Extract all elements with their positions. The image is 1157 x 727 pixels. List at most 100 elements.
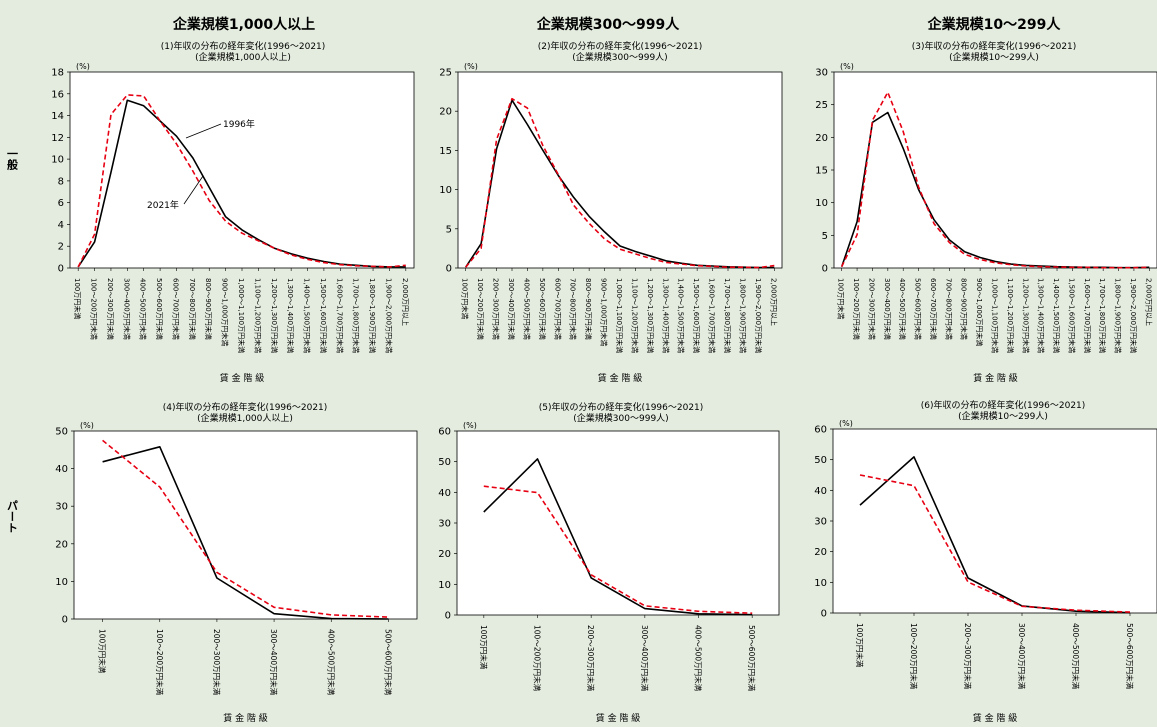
plot-area [73, 430, 418, 620]
y-tick-label: 60 [438, 427, 451, 438]
x-tick-label: 1,100～1,200万円未満 [253, 278, 262, 353]
x-tick-label: 1,200～1,300万円未満 [270, 278, 279, 353]
chart-panel-1: (1)年収の分布の経年変化(1996～2021)(企業規模1,000人以上) (%… [51, 40, 415, 384]
y-unit-label: (%) [464, 62, 478, 71]
y-tick-label: 0 [822, 264, 828, 275]
x-tick-label: 500～600万円未満 [747, 625, 757, 692]
y-unit-label: (%) [840, 62, 854, 71]
y-tick-label: 0 [446, 264, 452, 275]
y-tick-label: 20 [815, 133, 828, 144]
x-tick-label: 300～400万円未満 [1017, 623, 1027, 690]
chart-title: (6)年収の分布の経年変化(1996～2021) [921, 399, 1086, 411]
x-tick-label: 200～300万円未満 [963, 623, 973, 690]
series-2021-line [77, 94, 406, 268]
x-tick-label: 600～700万円未満 [553, 278, 562, 340]
chart-title: (2)年収の分布の経年変化(1996～2021) [538, 40, 703, 52]
y-tick-label: 14 [51, 111, 64, 122]
y-tick-label: 50 [438, 457, 451, 468]
x-tick-label: 400～500万円未満 [326, 629, 336, 696]
x-tick-label: 300～400万円未満 [883, 278, 892, 340]
x-tick-label: 1,900～2,000万円未満 [754, 278, 763, 353]
x-tick-label: 300～400万円未満 [507, 278, 516, 340]
chart-panel-6: (6)年収の分布の経年変化(1996～2021)(企業規模10～299人) (%)… [814, 399, 1157, 724]
chart-subtitle: (企業規模10～299人) [958, 410, 1048, 422]
x-tick-label: 2,000万円以上 [401, 278, 410, 326]
y-tick-label: 10 [815, 198, 828, 209]
x-tick-label: 100～200万円未満 [90, 278, 99, 340]
y-tick-label: 10 [438, 580, 451, 591]
chart-subtitle: (企業規模300～999人) [573, 412, 668, 424]
y-tick-label: 2 [58, 242, 64, 253]
x-tick-label: 1,400～1,500万円未満 [1052, 278, 1061, 353]
y-tick-label: 20 [438, 549, 451, 560]
y-tick-label: 25 [439, 68, 452, 79]
x-tick-label: 100万円未満 [479, 625, 489, 670]
y-tick-label: 40 [814, 486, 827, 497]
y-tick-label: 10 [814, 578, 827, 589]
x-tick-label: 1,300～1,400万円未満 [1037, 278, 1046, 353]
plot-area [69, 71, 415, 269]
x-tick-label: 300～400万円未満 [269, 629, 279, 696]
y-tick-label: 10 [51, 155, 64, 166]
column-header-medium: 企業規模300～999人 [536, 16, 680, 33]
x-tick-label: 400～500万円未満 [1071, 623, 1081, 690]
x-tick-label: 100～200万円未満 [155, 629, 165, 696]
y-tick-label: 20 [814, 547, 827, 558]
x-tick-label: 1,200～1,300万円未満 [646, 278, 655, 353]
x-tick-label: 700～800万円未満 [569, 278, 578, 340]
x-tick-label: 600～700万円未満 [929, 278, 938, 340]
x-tick-label: 1,500～1,600万円未満 [319, 278, 328, 353]
x-tick-label: 1,800～1,900万円未満 [738, 278, 747, 353]
x-tick-label: 600～700万円未満 [171, 278, 180, 340]
x-tick-label: 200～300万円未満 [867, 278, 876, 340]
x-tick-label: 200～300万円未満 [586, 625, 596, 692]
y-tick-label: 0 [821, 609, 827, 620]
chart-title: (4)年収の分布の経年変化(1996～2021) [163, 401, 328, 413]
row-label-general: 一般 [6, 148, 19, 171]
x-tick-label: 1,900～2,000万円未満 [1129, 278, 1138, 353]
x-tick-label: 1,100～1,200万円未満 [630, 278, 639, 353]
annotation-2021-leader [183, 175, 204, 205]
x-tick-label: 1,700～1,800万円未満 [352, 278, 361, 353]
y-unit-label: (%) [76, 62, 90, 71]
x-tick-label: 1,700～1,800万円未満 [723, 278, 732, 353]
x-tick-label: 1,600～1,700万円未満 [1083, 278, 1092, 353]
x-tick-label: 1,300～1,400万円未満 [286, 278, 295, 353]
x-tick-label: 100万円未満 [73, 278, 82, 319]
y-tick-label: 30 [814, 517, 827, 528]
y-tick-label: 50 [814, 455, 827, 466]
x-tick-label: 100～200万円未満 [909, 623, 919, 690]
y-tick-label: 0 [445, 611, 451, 622]
plot-area [832, 428, 1157, 614]
x-tick-label: 400～500万円未満 [139, 278, 148, 340]
row-label-part: パート [6, 500, 19, 533]
x-axis-label: 賃 金 階 級 [973, 712, 1018, 724]
x-tick-label: 1,900～2,000万円未満 [384, 278, 393, 353]
x-tick-label: 900～1,000万円未満 [975, 278, 984, 346]
x-tick-label: 1,000～1,100万円未満 [237, 278, 246, 353]
x-tick-label: 900～1,000万円未満 [221, 278, 230, 346]
series-2021-line [465, 97, 775, 269]
x-tick-label: 200～300万円未満 [212, 629, 222, 696]
x-tick-label: 1,300～1,400万円未満 [661, 278, 670, 353]
x-tick-label: 500～600万円未満 [914, 278, 923, 340]
x-tick-label: 800～900万円未満 [204, 278, 213, 340]
x-tick-label: 500～600万円未満 [155, 278, 164, 340]
x-axis-label: 賃 金 階 級 [223, 712, 268, 724]
y-tick-label: 20 [55, 539, 68, 550]
x-tick-label: 1,600～1,700万円未満 [335, 278, 344, 353]
x-tick-label: 900～1,000万円未満 [600, 278, 609, 346]
x-axis-label: 賃 金 階 級 [596, 712, 641, 724]
y-tick-label: 10 [439, 185, 452, 196]
x-tick-label: 1,000～1,100万円未満 [615, 278, 624, 353]
x-tick-label: 300～400万円未満 [122, 278, 131, 340]
chart-subtitle: (企業規模300～999人) [572, 51, 667, 63]
y-tick-label: 25 [815, 100, 828, 111]
series-1996-line [102, 445, 389, 620]
x-tick-label: 300～400万円未満 [640, 625, 650, 692]
x-tick-label: 100～200万円未満 [476, 278, 485, 340]
annotation-1996-leader [185, 123, 222, 139]
y-tick-label: 30 [55, 502, 68, 513]
x-tick-label: 100万円未満 [837, 278, 846, 319]
y-tick-label: 15 [439, 146, 452, 157]
